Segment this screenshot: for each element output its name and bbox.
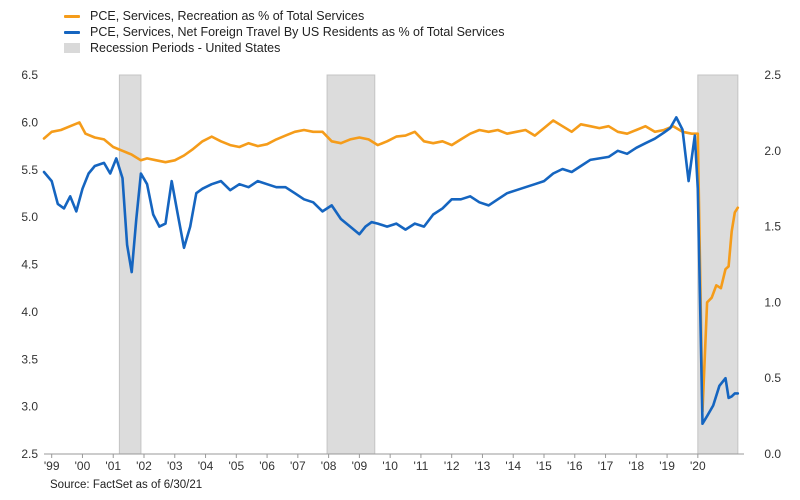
x-tick-label: '01 bbox=[105, 459, 121, 473]
x-tick-label: '99 bbox=[44, 459, 60, 473]
y-left-tick-label: 4.0 bbox=[21, 305, 38, 319]
x-tick-label: '02 bbox=[136, 459, 152, 473]
y-left-tick-label: 6.0 bbox=[21, 115, 38, 129]
y-left-tick-label: 5.5 bbox=[21, 163, 38, 177]
x-tick-label: '09 bbox=[352, 459, 368, 473]
x-tick-label: '05 bbox=[228, 459, 244, 473]
recession-bands bbox=[118, 74, 739, 455]
series-line-recreation bbox=[42, 119, 740, 413]
x-tick-label: '18 bbox=[628, 459, 644, 473]
legend-item-foreign-travel: PCE, Services, Net Foreign Travel By US … bbox=[64, 24, 505, 40]
x-tick-label: '14 bbox=[505, 459, 521, 473]
x-tick-label: '15 bbox=[536, 459, 552, 473]
x-tick-label: '06 bbox=[259, 459, 275, 473]
x-tick-label: '13 bbox=[475, 459, 491, 473]
x-tick-label: '20 bbox=[690, 459, 706, 473]
x-tick-label: '03 bbox=[167, 459, 183, 473]
y-left-tick-label: 3.5 bbox=[21, 352, 38, 366]
x-tick-label: '12 bbox=[444, 459, 460, 473]
x-tick-label: '04 bbox=[198, 459, 214, 473]
y-right-tick-label: 1.0 bbox=[764, 295, 781, 309]
legend-swatch-foreign-travel bbox=[64, 30, 80, 34]
x-tick-label: '17 bbox=[598, 459, 614, 473]
x-tick-label: '10 bbox=[382, 459, 398, 473]
legend-label-recreation: PCE, Services, Recreation as % of Total … bbox=[90, 9, 365, 23]
source-note: Source: FactSet as of 6/30/21 bbox=[50, 479, 203, 491]
y-left-tick-label: 3.0 bbox=[21, 400, 38, 414]
x-tick-label: '19 bbox=[659, 459, 675, 473]
x-tick-label: '11 bbox=[414, 459, 429, 473]
legend: PCE, Services, Recreation as % of Total … bbox=[64, 8, 505, 56]
series-lines bbox=[42, 116, 740, 425]
legend-label-recession: Recession Periods - United States bbox=[90, 41, 281, 55]
y-right-tick-label: 2.0 bbox=[764, 144, 781, 158]
legend-label-foreign-travel: PCE, Services, Net Foreign Travel By US … bbox=[90, 25, 505, 39]
y-right-tick-label: 2.5 bbox=[764, 68, 781, 82]
x-tick-label: '08 bbox=[321, 459, 337, 473]
axes: 2.5 3.0 3.5 4.0 4.5 5.0 5.5 6.0 6.5 0.0 0.5 1.0 1.5 2… bbox=[21, 68, 781, 473]
series-line-foreign-travel bbox=[42, 116, 740, 425]
y-left-tick-label: 6.5 bbox=[21, 68, 38, 82]
y-right-tick-label: 0.5 bbox=[764, 371, 781, 385]
y-left-tick-label: 4.5 bbox=[21, 258, 38, 272]
y-left-tick-label: 2.5 bbox=[21, 447, 38, 461]
y-right-tick-label: 1.5 bbox=[764, 220, 781, 234]
y-left-tick-label: 5.0 bbox=[21, 210, 38, 224]
legend-item-recession: Recession Periods - United States bbox=[64, 40, 505, 56]
y-right-tick-label: 0.0 bbox=[764, 447, 781, 461]
legend-swatch-recreation bbox=[64, 14, 80, 18]
x-tick-label: '07 bbox=[290, 459, 306, 473]
legend-swatch-recession bbox=[64, 43, 80, 53]
x-tick-label: '00 bbox=[75, 459, 91, 473]
x-tick-label: '16 bbox=[567, 459, 583, 473]
recession-band bbox=[326, 74, 376, 455]
legend-item-recreation: PCE, Services, Recreation as % of Total … bbox=[64, 8, 505, 24]
